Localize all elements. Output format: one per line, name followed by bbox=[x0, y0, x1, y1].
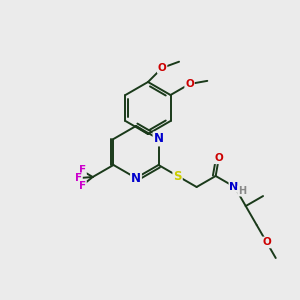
Text: O: O bbox=[214, 153, 223, 163]
Text: S: S bbox=[173, 169, 182, 182]
Text: F: F bbox=[79, 181, 86, 191]
Text: N: N bbox=[131, 172, 141, 184]
Text: N: N bbox=[154, 133, 164, 146]
Text: F: F bbox=[79, 165, 86, 175]
Text: N: N bbox=[229, 182, 239, 192]
Text: F: F bbox=[75, 173, 82, 183]
Text: O: O bbox=[185, 79, 194, 89]
Text: O: O bbox=[158, 63, 167, 73]
Text: O: O bbox=[262, 237, 271, 248]
Text: H: H bbox=[238, 186, 246, 196]
